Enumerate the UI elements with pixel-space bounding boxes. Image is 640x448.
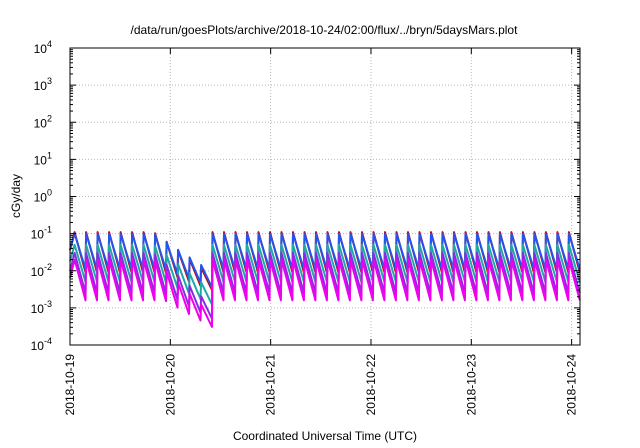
x-tick-label: 2018-10-23 [464, 354, 478, 416]
chart-title: /data/run/goesPlots/archive/2018-10-24/0… [131, 23, 519, 37]
x-tick-label: 2018-10-21 [264, 354, 278, 416]
y-tick-label: 10-1 [31, 225, 52, 242]
y-tick-label: 103 [34, 76, 52, 93]
y-tick-label: 10-4 [31, 336, 52, 353]
y-tick-label: 10-3 [31, 299, 52, 316]
x-axis-label: Coordinated Universal Time (UTC) [233, 429, 417, 443]
y-axis-label: cGy/day [9, 174, 23, 218]
x-axis: 2018-10-19 2018-10-20 2018-10-21 2018-10-22… [63, 48, 579, 415]
x-tick-label: 2018-10-20 [163, 354, 177, 416]
y-tick-label: 10-2 [31, 262, 52, 279]
y-tick-label: 104 [34, 39, 52, 56]
x-tick-label: 2018-10-22 [364, 354, 378, 416]
x-tick-label: 2018-10-19 [63, 354, 77, 416]
y-tick-label: 100 [34, 188, 52, 205]
series-layer [69, 231, 581, 328]
grid [70, 48, 580, 345]
series-line [69, 258, 581, 328]
y-tick-label: 102 [34, 113, 52, 130]
y-tick-label: 101 [34, 150, 52, 167]
x-tick-label: 2018-10-24 [565, 354, 579, 416]
y-axis: 10-4 10-3 10-2 10-1 100 101 102 103 104 [31, 39, 580, 353]
